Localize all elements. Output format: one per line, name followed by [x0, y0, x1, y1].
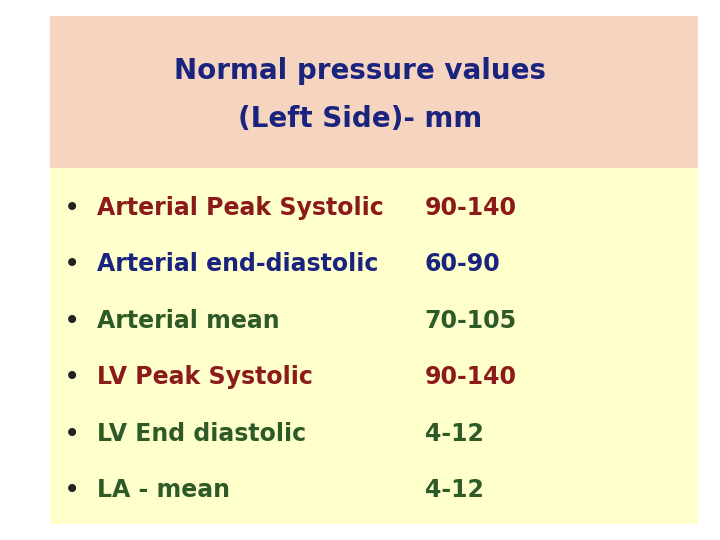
- Text: LA - mean: LA - mean: [97, 478, 230, 502]
- Text: Normal pressure values: Normal pressure values: [174, 57, 546, 85]
- Text: •: •: [64, 251, 80, 278]
- Text: •: •: [64, 363, 80, 391]
- Text: •: •: [64, 194, 80, 222]
- Text: 4-12: 4-12: [425, 478, 484, 502]
- Text: •: •: [64, 420, 80, 448]
- Text: •: •: [64, 476, 80, 504]
- Text: 90-140: 90-140: [425, 196, 517, 220]
- FancyBboxPatch shape: [50, 16, 698, 168]
- Text: Arterial end-diastolic: Arterial end-diastolic: [97, 252, 379, 276]
- Text: LV End diastolic: LV End diastolic: [97, 422, 306, 446]
- Text: 60-90: 60-90: [425, 252, 500, 276]
- Text: 70-105: 70-105: [425, 309, 517, 333]
- Text: LV Peak Systolic: LV Peak Systolic: [97, 365, 313, 389]
- Text: Arterial mean: Arterial mean: [97, 309, 280, 333]
- Text: (Left Side)- mm: (Left Side)- mm: [238, 105, 482, 133]
- Text: 4-12: 4-12: [425, 422, 484, 446]
- Text: •: •: [64, 307, 80, 335]
- Text: 90-140: 90-140: [425, 365, 517, 389]
- Text: Arterial Peak Systolic: Arterial Peak Systolic: [97, 196, 384, 220]
- FancyBboxPatch shape: [50, 168, 698, 524]
